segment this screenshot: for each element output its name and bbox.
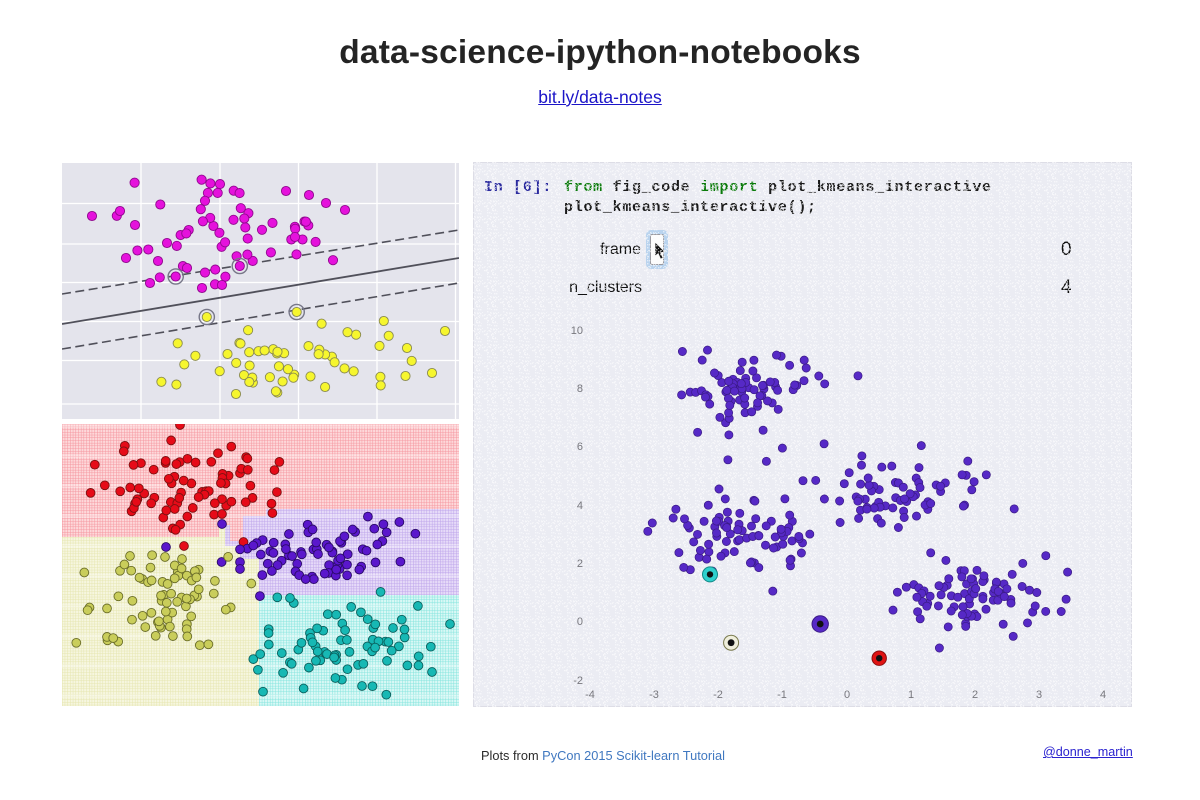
svg-text:4: 4 [577,500,583,512]
svg-text:4: 4 [1100,689,1106,701]
svg-text:6: 6 [577,441,583,453]
svg-text:-3: -3 [649,689,659,701]
svg-text:0: 0 [844,689,850,701]
svg-text:2: 2 [577,558,583,570]
svg-text:-1: -1 [777,689,787,701]
svg-text:-2: -2 [573,675,583,687]
svg-text:8: 8 [577,383,583,395]
svg-text:1: 1 [908,689,914,701]
svg-text:-4: -4 [585,689,595,701]
svg-text:0: 0 [577,616,583,628]
svg-text:3: 3 [1036,689,1042,701]
svg-text:-2: -2 [713,689,723,701]
svg-text:10: 10 [571,325,583,337]
svg-text:2: 2 [972,689,978,701]
